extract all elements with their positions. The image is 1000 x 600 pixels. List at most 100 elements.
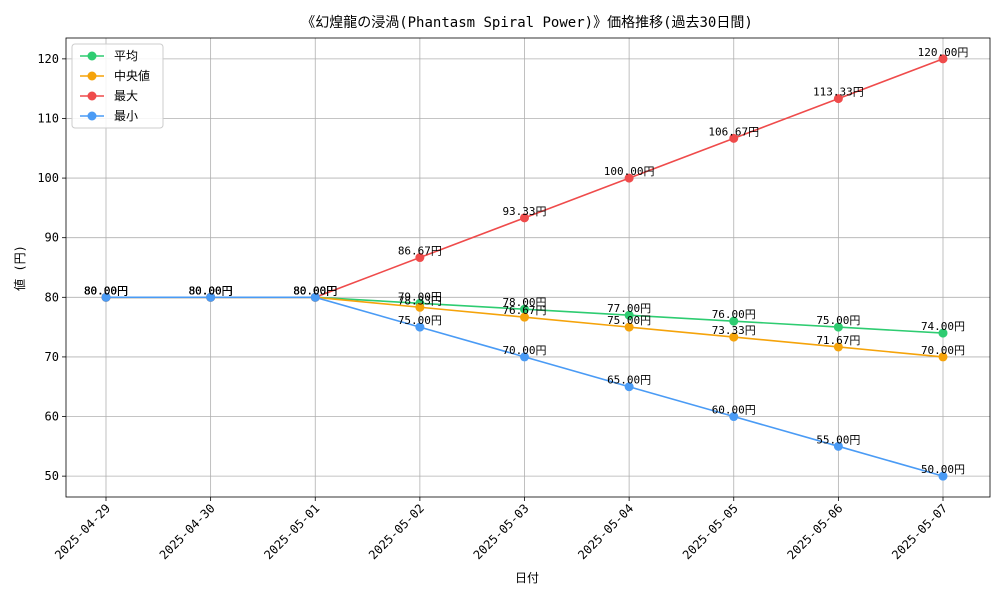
x-tick-label: 2025-04-29 xyxy=(52,501,113,562)
legend-item: 平均 xyxy=(80,49,138,63)
data-label: 78.00円 xyxy=(502,296,546,309)
data-point xyxy=(833,441,843,451)
legend-marker xyxy=(87,51,97,61)
data-label: 76.00円 xyxy=(712,308,756,321)
data-point xyxy=(624,173,634,183)
data-point xyxy=(729,332,739,342)
data-label: 71.67円 xyxy=(816,334,860,347)
data-point xyxy=(310,292,320,302)
data-label: 80.00円 xyxy=(84,284,128,297)
data-label: 113.33円 xyxy=(813,86,864,99)
data-label: 80.00円 xyxy=(293,284,337,297)
y-tick-label: 60 xyxy=(45,410,59,424)
data-point xyxy=(938,471,948,481)
y-tick-label: 120 xyxy=(37,52,59,66)
data-label: 100.00円 xyxy=(604,165,655,178)
data-label: 106.67円 xyxy=(708,125,759,138)
data-label: 120.00円 xyxy=(918,46,969,59)
data-label: 76.67円 xyxy=(502,304,546,317)
legend-item: 最大 xyxy=(80,89,138,103)
data-point xyxy=(415,302,425,312)
data-labels: 80.00円 80.00円 80.00円 79.00円 78.00円 77.00円 76.0… xyxy=(84,46,968,476)
y-tick-label: 110 xyxy=(37,111,59,125)
data-point xyxy=(520,352,529,362)
x-tick-label: 2025-05-01 xyxy=(261,501,322,562)
y-tick-label: 100 xyxy=(37,171,59,185)
y-tick-label: 70 xyxy=(45,350,59,364)
legend-box xyxy=(71,43,164,129)
data-label: 80.00円 xyxy=(293,284,337,297)
data-label: 50.00円 xyxy=(921,463,965,476)
plot-frame xyxy=(65,37,991,498)
data-point xyxy=(624,382,634,392)
data-label: 75.00円 xyxy=(398,314,442,327)
data-label: 80.00円 xyxy=(84,284,128,297)
series-3 xyxy=(101,292,948,481)
legend-item: 最小 xyxy=(80,109,138,123)
data-label: 65.00円 xyxy=(607,374,651,387)
data-label: 70.00円 xyxy=(502,344,546,357)
data-point xyxy=(624,322,634,332)
x-tick-label: 2025-05-05 xyxy=(680,501,741,562)
data-label: 80.00円 xyxy=(84,284,128,297)
legend-label: 平均 xyxy=(114,49,138,63)
y-tick-label: 90 xyxy=(45,231,59,245)
data-point xyxy=(415,253,425,263)
x-tick-label: 2025-05-02 xyxy=(366,501,427,562)
x-tick-label: 2025-05-07 xyxy=(889,501,950,562)
grid xyxy=(66,38,990,497)
x-axis-label: 日付 xyxy=(515,571,539,585)
data-point xyxy=(938,328,948,338)
data-point xyxy=(520,213,529,223)
data-label: 80.00円 xyxy=(84,284,128,297)
data-label: 74.00円 xyxy=(921,320,965,333)
data-label: 93.33円 xyxy=(502,205,546,218)
data-label: 73.33円 xyxy=(712,324,756,337)
y-tick-label: 50 xyxy=(45,469,59,483)
data-point xyxy=(729,133,739,143)
x-tick-label: 2025-04-30 xyxy=(157,501,218,562)
series-layer xyxy=(101,54,948,481)
data-point xyxy=(101,292,111,302)
data-label: 55.00円 xyxy=(816,433,860,446)
legend-marker xyxy=(87,71,97,81)
x-axis: 2025-04-29 2025-04-30 2025-05-01 2025-05-02… xyxy=(52,497,950,562)
data-label: 80.00円 xyxy=(189,284,233,297)
data-point xyxy=(520,304,529,314)
x-tick-label: 2025-05-04 xyxy=(575,501,636,562)
data-label: 80.00円 xyxy=(189,284,233,297)
data-point xyxy=(624,310,634,320)
data-point xyxy=(938,54,948,64)
data-point xyxy=(729,316,739,326)
data-label: 70.00円 xyxy=(921,344,965,357)
legend-marker xyxy=(87,111,97,121)
data-point xyxy=(415,322,425,332)
data-point xyxy=(520,312,529,322)
legend-label: 最小 xyxy=(114,109,138,123)
y-axis: 50 60 70 80 90 100 110 120 xyxy=(37,52,66,483)
data-label: 86.67円 xyxy=(398,245,442,258)
x-tick-label: 2025-05-06 xyxy=(785,501,846,562)
data-label: 80.00円 xyxy=(293,284,337,297)
data-point xyxy=(833,322,843,332)
data-label: 80.00円 xyxy=(293,284,337,297)
legend-item: 中央値 xyxy=(80,68,150,83)
data-point xyxy=(729,412,739,422)
data-label: 75.00円 xyxy=(607,314,651,327)
data-label: 75.00円 xyxy=(816,314,860,327)
chart-title: 《幻煌龍の浸渦(Phantasm Spiral Power)》価格推移(過去30… xyxy=(301,14,753,31)
data-label: 79.00円 xyxy=(398,290,442,303)
legend-marker xyxy=(87,91,97,101)
y-tick-label: 80 xyxy=(45,290,59,304)
data-label: 60.00円 xyxy=(712,404,756,417)
legend-label: 最大 xyxy=(114,89,138,103)
x-tick-label: 2025-05-03 xyxy=(471,501,532,562)
data-label: 78.33円 xyxy=(398,294,442,307)
data-label: 80.00円 xyxy=(189,284,233,297)
y-axis-label: 値 (円) xyxy=(12,245,27,291)
legend-label: 中央値 xyxy=(114,68,150,83)
data-point xyxy=(833,342,843,352)
data-point xyxy=(206,292,216,302)
